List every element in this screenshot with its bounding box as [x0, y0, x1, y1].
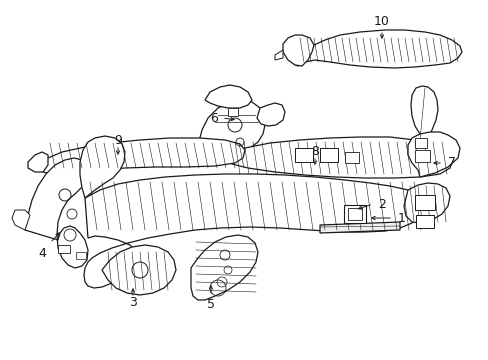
Polygon shape: [407, 132, 459, 177]
Polygon shape: [319, 222, 399, 233]
Bar: [319, 148, 337, 162]
Polygon shape: [227, 137, 451, 178]
Bar: [415, 215, 433, 228]
Bar: [345, 152, 358, 163]
Bar: [414, 138, 426, 148]
Polygon shape: [40, 138, 244, 174]
Polygon shape: [191, 235, 258, 300]
Text: 10: 10: [373, 15, 389, 28]
Text: 4: 4: [38, 247, 46, 260]
Polygon shape: [80, 136, 125, 198]
Polygon shape: [403, 183, 449, 223]
Polygon shape: [195, 100, 264, 160]
Text: 9: 9: [114, 134, 122, 147]
Text: 7: 7: [447, 157, 455, 170]
Bar: [294, 148, 312, 162]
Bar: [227, 108, 238, 116]
Bar: [76, 252, 86, 259]
Text: 5: 5: [206, 298, 215, 311]
Text: 1: 1: [397, 211, 405, 225]
Polygon shape: [12, 210, 30, 230]
Polygon shape: [84, 174, 421, 288]
Polygon shape: [410, 86, 437, 139]
Bar: [58, 245, 70, 253]
Text: 2: 2: [377, 198, 385, 211]
Polygon shape: [257, 103, 285, 126]
Polygon shape: [204, 85, 251, 108]
Polygon shape: [102, 245, 176, 295]
Text: 3: 3: [129, 296, 137, 309]
Polygon shape: [294, 30, 461, 68]
Polygon shape: [25, 158, 88, 268]
Polygon shape: [28, 152, 48, 172]
Bar: [414, 195, 434, 210]
Text: 6: 6: [210, 112, 218, 125]
Bar: [343, 205, 365, 223]
Bar: [347, 208, 361, 220]
Bar: [414, 150, 429, 162]
Polygon shape: [274, 50, 283, 60]
Text: 8: 8: [310, 145, 318, 158]
Polygon shape: [283, 35, 313, 66]
